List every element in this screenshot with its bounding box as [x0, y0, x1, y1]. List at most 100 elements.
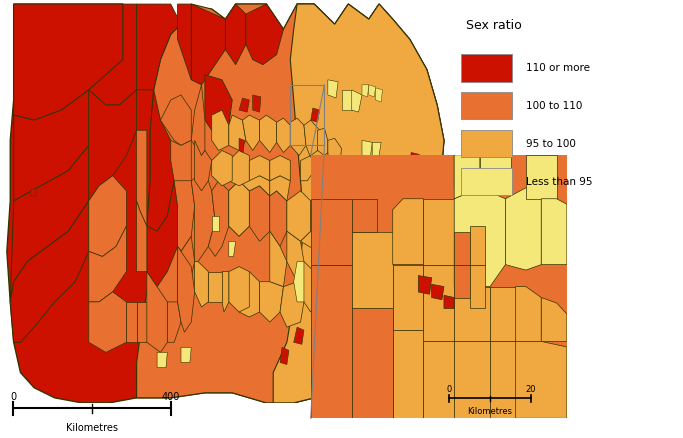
Polygon shape: [249, 187, 270, 242]
Polygon shape: [454, 155, 511, 188]
Polygon shape: [454, 342, 490, 418]
Polygon shape: [311, 155, 567, 418]
Polygon shape: [260, 282, 283, 322]
Polygon shape: [311, 265, 352, 418]
Polygon shape: [369, 86, 376, 98]
Polygon shape: [365, 216, 382, 262]
Polygon shape: [242, 116, 260, 151]
Polygon shape: [171, 141, 191, 181]
Polygon shape: [273, 5, 444, 403]
Polygon shape: [178, 237, 195, 307]
Polygon shape: [287, 232, 304, 282]
Polygon shape: [287, 191, 311, 242]
Polygon shape: [324, 153, 328, 173]
Polygon shape: [246, 5, 283, 65]
Bar: [461, 131, 512, 158]
Text: 20: 20: [526, 384, 536, 393]
Bar: [461, 55, 512, 82]
Polygon shape: [174, 171, 195, 252]
Polygon shape: [89, 91, 137, 201]
Text: 0: 0: [10, 391, 16, 401]
Polygon shape: [137, 131, 147, 227]
Polygon shape: [212, 216, 219, 232]
Polygon shape: [542, 298, 567, 342]
Polygon shape: [147, 272, 167, 353]
Polygon shape: [318, 129, 328, 161]
Polygon shape: [376, 88, 382, 103]
Polygon shape: [542, 199, 567, 265]
Polygon shape: [7, 5, 444, 403]
Polygon shape: [423, 265, 454, 342]
Polygon shape: [205, 76, 232, 136]
Polygon shape: [229, 181, 249, 237]
Polygon shape: [270, 156, 290, 181]
Polygon shape: [376, 207, 393, 242]
Polygon shape: [225, 5, 246, 65]
Polygon shape: [137, 201, 147, 272]
Polygon shape: [280, 282, 304, 328]
Polygon shape: [14, 91, 89, 201]
Bar: [461, 169, 512, 196]
Polygon shape: [89, 227, 126, 302]
Polygon shape: [208, 272, 222, 302]
Polygon shape: [470, 265, 485, 309]
Polygon shape: [270, 176, 290, 201]
Polygon shape: [290, 119, 306, 156]
Polygon shape: [167, 302, 181, 343]
Text: 95 to 100: 95 to 100: [527, 138, 576, 148]
Polygon shape: [418, 276, 432, 294]
Polygon shape: [297, 262, 318, 312]
Polygon shape: [454, 265, 470, 298]
Polygon shape: [362, 141, 372, 159]
Text: Kilometres: Kilometres: [468, 406, 512, 415]
Text: 400: 400: [162, 391, 180, 401]
Polygon shape: [311, 151, 324, 181]
Polygon shape: [212, 151, 232, 187]
Polygon shape: [352, 232, 393, 309]
Polygon shape: [328, 139, 342, 169]
Polygon shape: [208, 181, 229, 257]
Text: 110 or more: 110 or more: [527, 63, 590, 73]
Polygon shape: [454, 287, 490, 342]
Polygon shape: [229, 267, 249, 312]
Polygon shape: [253, 96, 261, 113]
Polygon shape: [423, 199, 454, 265]
Polygon shape: [505, 188, 542, 270]
Polygon shape: [454, 155, 480, 199]
Polygon shape: [137, 5, 181, 91]
Polygon shape: [31, 189, 36, 196]
Polygon shape: [229, 116, 246, 151]
Polygon shape: [229, 181, 249, 237]
Polygon shape: [260, 116, 277, 153]
Polygon shape: [328, 201, 348, 252]
Polygon shape: [294, 328, 304, 345]
Polygon shape: [178, 247, 195, 332]
Polygon shape: [432, 285, 444, 300]
Polygon shape: [212, 111, 229, 151]
Polygon shape: [89, 292, 126, 353]
Polygon shape: [454, 188, 505, 287]
Polygon shape: [89, 176, 126, 257]
Polygon shape: [137, 302, 147, 343]
Text: Kilometres: Kilometres: [66, 422, 118, 432]
Polygon shape: [410, 153, 419, 169]
Polygon shape: [352, 91, 362, 113]
Text: 0: 0: [447, 384, 451, 393]
Polygon shape: [195, 141, 212, 191]
Polygon shape: [516, 342, 567, 418]
Polygon shape: [420, 191, 437, 232]
Polygon shape: [318, 272, 326, 297]
Polygon shape: [516, 287, 542, 342]
Polygon shape: [403, 196, 422, 234]
Polygon shape: [490, 342, 516, 418]
Text: Sex ratio: Sex ratio: [466, 19, 522, 32]
Polygon shape: [301, 156, 314, 181]
Polygon shape: [423, 342, 454, 418]
Polygon shape: [526, 155, 557, 199]
Polygon shape: [191, 171, 215, 262]
Polygon shape: [10, 201, 89, 343]
Polygon shape: [393, 265, 423, 331]
Polygon shape: [396, 173, 404, 189]
Polygon shape: [239, 99, 249, 113]
Polygon shape: [89, 5, 137, 106]
